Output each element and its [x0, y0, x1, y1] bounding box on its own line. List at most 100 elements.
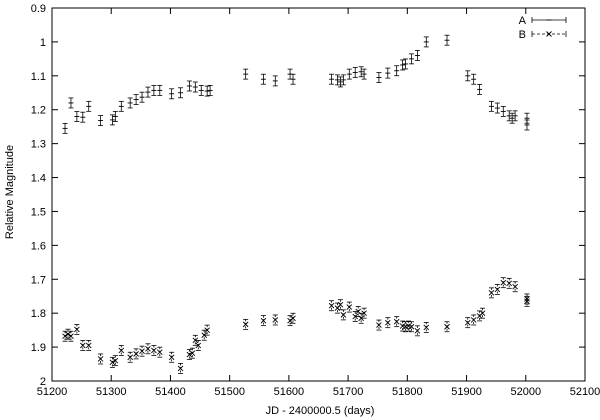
- cross-marker: [340, 312, 347, 318]
- data-point: [168, 351, 175, 363]
- legend: A B: [519, 15, 567, 41]
- legend-sample-a: [531, 17, 567, 23]
- data-point: [340, 74, 346, 86]
- y-tick-label: 1.2: [31, 105, 46, 117]
- data-point: [157, 84, 163, 96]
- cross-marker: [512, 283, 518, 290]
- cross-marker: [168, 354, 175, 361]
- data-point: [414, 50, 420, 61]
- data-point: [98, 115, 104, 126]
- cross-marker: [524, 298, 530, 305]
- cross-marker: [272, 317, 279, 323]
- data-point: [127, 97, 133, 109]
- cross-marker: [186, 351, 193, 358]
- data-point: [112, 111, 118, 122]
- x-tick-label: 51500: [214, 386, 245, 398]
- data-point: [494, 284, 501, 295]
- data-point: [204, 85, 210, 97]
- cross-marker: [328, 302, 335, 309]
- x-tick-label: 51200: [37, 386, 68, 398]
- y-tick-label: 1.3: [31, 139, 46, 151]
- data-point: [509, 112, 515, 124]
- data-point: [109, 114, 115, 126]
- data-point: [192, 334, 199, 346]
- cross-marker: [414, 327, 421, 334]
- data-point: [470, 314, 477, 326]
- data-point: [524, 119, 530, 131]
- data-point: [361, 307, 367, 319]
- data-point: [477, 83, 483, 95]
- cross-marker: [204, 327, 210, 333]
- data-point: [403, 58, 409, 70]
- data-point: [178, 87, 184, 99]
- data-point: [290, 312, 296, 324]
- cross-marker: [393, 318, 400, 325]
- cross-marker: [464, 319, 471, 326]
- y-tick-label: 1.7: [31, 274, 46, 286]
- data-point: [471, 73, 477, 85]
- data-point: [139, 345, 145, 357]
- data-point: [145, 86, 151, 98]
- data-point: [287, 315, 293, 327]
- data-point: [400, 59, 406, 71]
- data-point: [145, 343, 151, 355]
- data-point: [207, 84, 213, 96]
- cross-marker: [524, 296, 530, 302]
- data-point: [192, 81, 198, 93]
- cross-marker: [201, 332, 208, 339]
- cross-marker: [151, 347, 157, 354]
- cross-marker: [361, 310, 367, 317]
- data-point: [329, 73, 335, 85]
- data-point: [506, 277, 513, 289]
- cross-marker: [355, 308, 361, 315]
- cross-marker: [65, 331, 71, 338]
- data-point: [151, 345, 157, 356]
- data-point: [488, 287, 495, 299]
- data-point: [408, 321, 415, 333]
- data-point: [198, 84, 204, 96]
- data-point: [201, 329, 208, 341]
- x-axis-title: JD - 2400000.5 (days): [266, 405, 375, 417]
- y-tick-label: 0.9: [31, 3, 46, 15]
- series-a: [62, 34, 530, 134]
- cross-marker: [242, 321, 249, 328]
- data-series: [62, 34, 530, 374]
- data-point: [328, 300, 335, 312]
- cross-marker: [112, 357, 119, 364]
- data-point: [133, 348, 139, 360]
- cross-marker: [384, 319, 391, 326]
- data-point: [524, 293, 530, 305]
- data-point: [156, 346, 163, 358]
- data-point: [290, 73, 296, 85]
- data-point: [97, 353, 104, 365]
- y-tick-label: 2: [40, 376, 46, 388]
- data-point: [79, 339, 86, 351]
- data-point: [361, 68, 367, 80]
- data-point: [352, 311, 359, 322]
- data-point: [65, 328, 71, 340]
- data-point: [337, 76, 343, 88]
- y-axis-title: Relative Magnitude: [4, 145, 16, 239]
- data-point: [444, 321, 450, 333]
- data-point: [260, 73, 266, 85]
- x-tick-label: 51700: [333, 386, 364, 398]
- cross-marker: [488, 290, 495, 296]
- cross-marker: [62, 333, 68, 340]
- data-point: [242, 318, 249, 330]
- data-point: [204, 324, 210, 336]
- data-point: [408, 53, 414, 65]
- cross-marker: [423, 324, 430, 331]
- data-point: [358, 312, 364, 324]
- cross-marker: [506, 280, 513, 287]
- x-tick-label: 51600: [274, 386, 305, 398]
- cross-marker: [352, 313, 359, 320]
- data-point: [340, 309, 347, 321]
- y-tick-label: 1.6: [31, 240, 46, 252]
- data-point: [118, 100, 124, 112]
- x-tick-label: 51800: [392, 386, 423, 398]
- cross-marker: [405, 323, 412, 329]
- data-point: [85, 339, 92, 351]
- data-point: [500, 277, 507, 289]
- data-point: [151, 84, 157, 96]
